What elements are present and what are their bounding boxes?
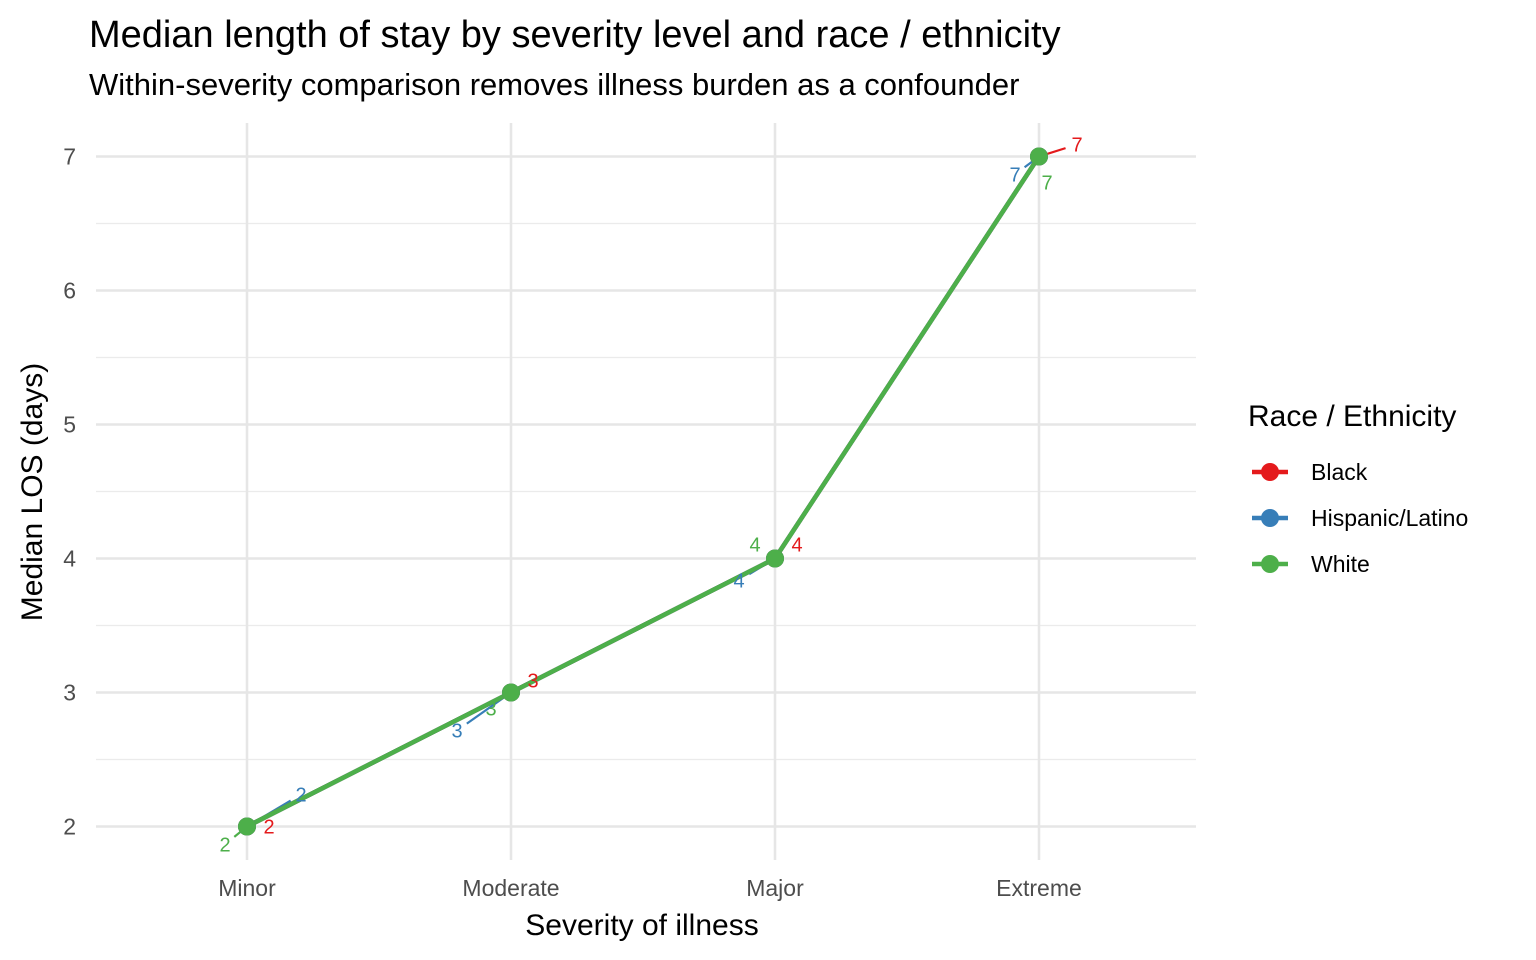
data-label-black: 4 (791, 535, 802, 557)
legend-key-point (1261, 509, 1279, 527)
legend-item-hispanic-latino: Hispanic/Latino (1252, 505, 1468, 531)
legend-label: Black (1311, 459, 1368, 485)
point-white (502, 683, 520, 702)
legend: Race / Ethnicity Black Hispanic/Latino Whi… (1248, 400, 1468, 577)
point-white (238, 817, 256, 836)
data-label-white: 4 (749, 535, 760, 557)
data-label-black: 3 (527, 671, 538, 693)
legend-title: Race / Ethnicity (1248, 400, 1456, 433)
x-axis-title: Severity of illness (525, 909, 758, 942)
legend-item-white: White (1252, 551, 1370, 577)
y-axis-title: Median LOS (days) (16, 363, 49, 621)
legend-label: Hispanic/Latino (1311, 505, 1468, 531)
y-tick-label: 6 (63, 278, 76, 304)
x-tick-label: Moderate (462, 875, 559, 901)
data-label-white: 3 (485, 699, 496, 721)
data-label-white: 2 (219, 835, 230, 857)
x-tick-label: Major (746, 875, 804, 901)
y-tick-label: 4 (63, 546, 76, 572)
y-axis-tick-labels: 2 3 4 5 6 7 (63, 144, 76, 840)
data-label-hispanic-latino: 2 (295, 785, 306, 807)
y-tick-label: 7 (63, 144, 76, 170)
legend-label: White (1311, 551, 1370, 577)
series-line-white (244, 154, 1042, 829)
chart-subtitle: Within-severity comparison removes illne… (89, 67, 1020, 102)
point-white (1030, 147, 1048, 166)
legend-item-black: Black (1252, 459, 1368, 485)
chart-title: Median length of stay by severity level … (89, 14, 1061, 56)
data-label-black: 7 (1071, 135, 1082, 157)
x-tick-label: Minor (218, 875, 276, 901)
x-axis-tick-labels: Minor Moderate Major Extreme (218, 875, 1082, 901)
major-gridlines (96, 123, 1196, 860)
legend-key-point (1261, 555, 1279, 573)
y-tick-label: 3 (63, 680, 76, 706)
leader-line (1044, 147, 1066, 156)
data-labels: 2 3 4 7 2 3 4 7 2 3 4 7 (219, 135, 1082, 857)
x-tick-label: Extreme (996, 875, 1082, 901)
series-points (238, 147, 1048, 836)
legend-key-point (1261, 463, 1279, 481)
label-leader-lines (233, 147, 1066, 838)
point-white (766, 549, 784, 568)
y-tick-label: 2 (63, 814, 76, 840)
y-tick-label: 5 (63, 412, 76, 438)
data-label-hispanic-latino: 4 (733, 571, 744, 593)
minor-gridlines (96, 222, 1196, 761)
data-label-hispanic-latino: 3 (451, 721, 462, 743)
data-label-white: 7 (1041, 173, 1052, 195)
legend-items: Black Hispanic/Latino White (1252, 459, 1468, 577)
data-label-hispanic-latino: 7 (1009, 165, 1020, 187)
series-lines (244, 154, 1042, 829)
data-label-black: 2 (263, 817, 274, 839)
